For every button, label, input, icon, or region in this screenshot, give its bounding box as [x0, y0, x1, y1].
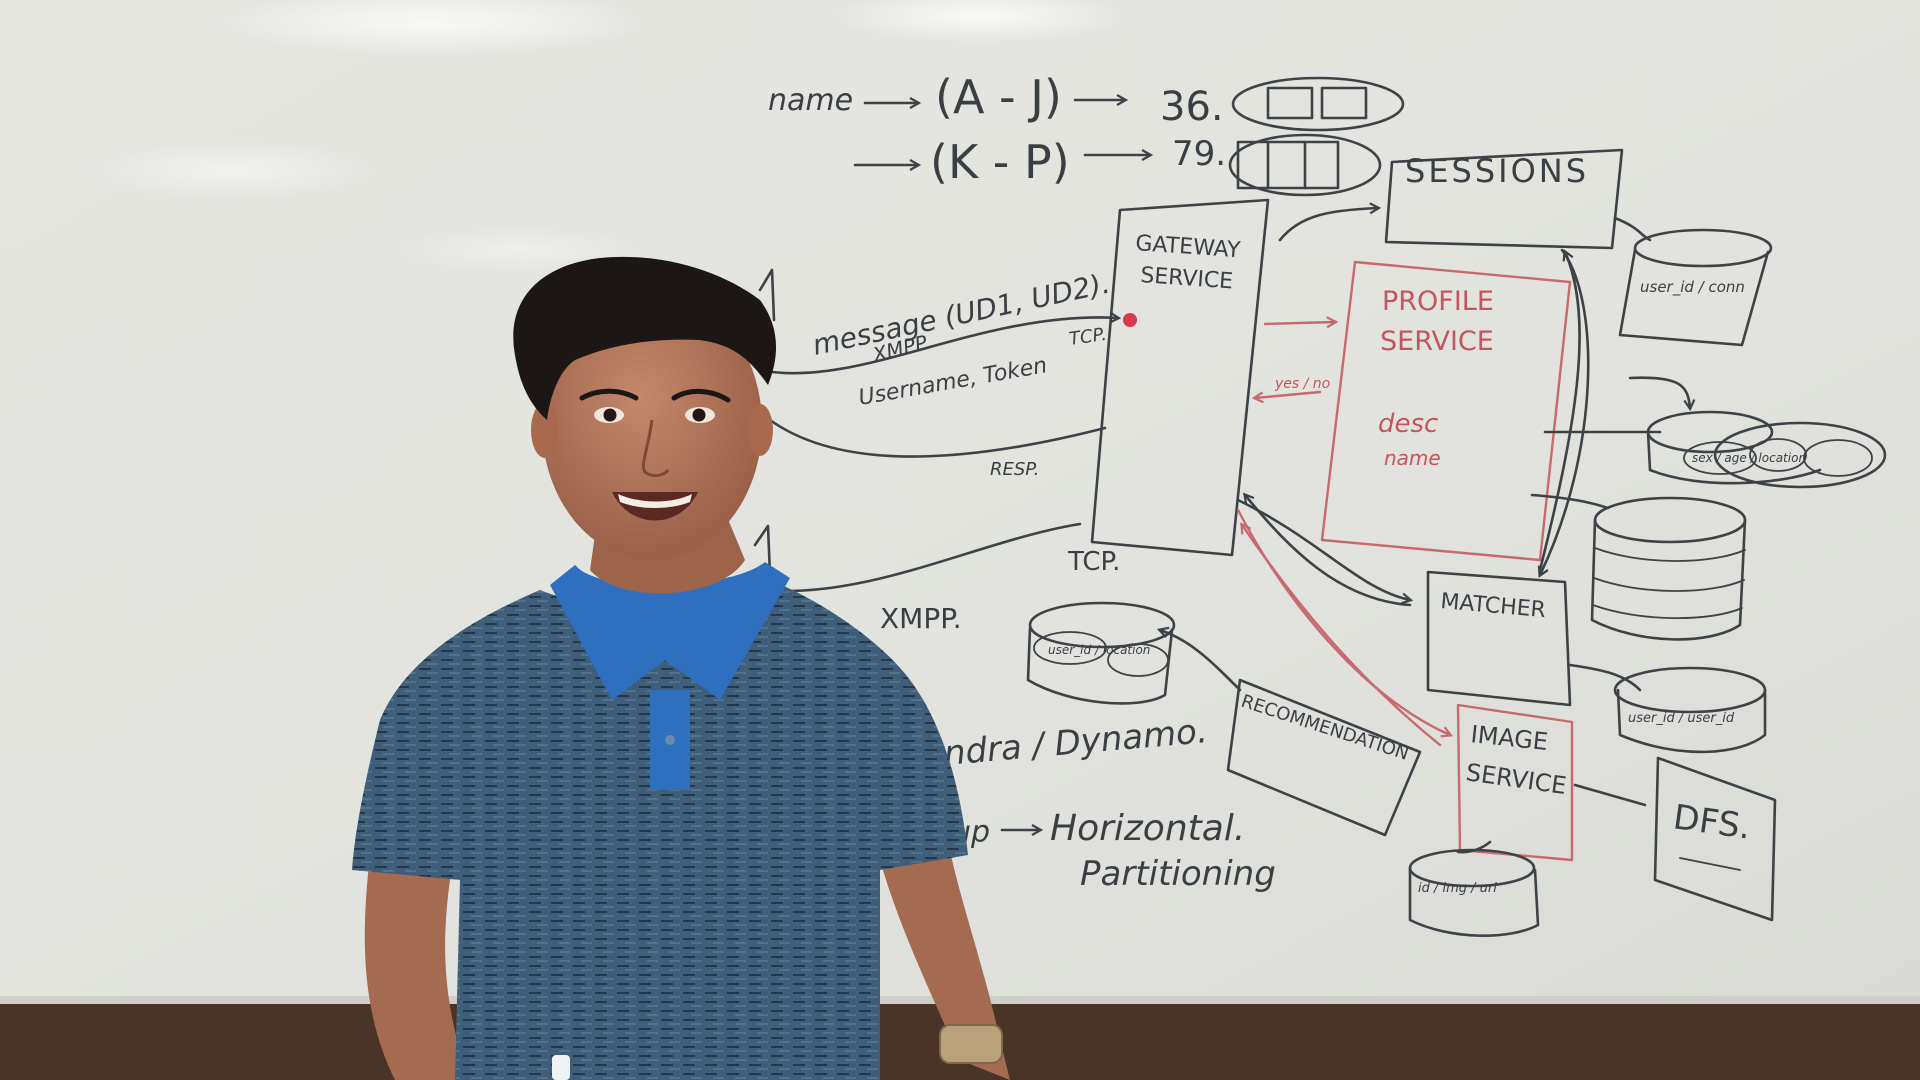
- nose: [641, 419, 670, 478]
- profile-db-label: sex / age / location: [1692, 451, 1806, 465]
- hair: [513, 256, 777, 420]
- left-arm: [364, 840, 470, 1080]
- rec-db-label: user_id / location: [1048, 643, 1150, 657]
- recommendation-database: user_id / location: [1026, 601, 1176, 705]
- profile-label-1: PROFILE: [1382, 286, 1494, 317]
- matcher-box: MATCHER: [1236, 495, 1572, 707]
- matcher-database: user_id / user_id: [1568, 663, 1767, 754]
- profile-database: sex / age / location: [1543, 376, 1887, 489]
- light-glare: [210, 0, 650, 56]
- tcp2-label: TCP.: [1067, 547, 1120, 577]
- image-database: id / img / url: [1408, 840, 1540, 937]
- name-routing: name (A - J) 36. (K - P) 79.: [768, 70, 1405, 197]
- ear: [747, 404, 773, 456]
- eyebrow: [579, 388, 639, 401]
- iris: [692, 408, 706, 422]
- sessions-database: user_id / conn: [1613, 216, 1773, 347]
- iris: [603, 408, 617, 422]
- shirt-button: [665, 735, 675, 745]
- range-aj: (A - J): [935, 70, 1062, 124]
- profile-service-box: PROFILE SERVICE desc name yes / no: [1255, 260, 1572, 562]
- eyebrow: [671, 389, 731, 403]
- teeth: [618, 494, 692, 508]
- name-label: name: [768, 83, 853, 118]
- marker-pen: [552, 1055, 570, 1080]
- tcp-label: TCP.: [1068, 324, 1108, 350]
- sessions-db-label: user_id / conn: [1640, 278, 1745, 297]
- profile-note-desc: desc: [1378, 409, 1438, 439]
- light-glare: [830, 0, 1130, 44]
- resp-label: RESP.: [990, 459, 1039, 480]
- xmpp2-label: XMPP.: [880, 602, 962, 635]
- storage-cylinder: [1530, 493, 1747, 641]
- range-kp: (K - P): [930, 135, 1070, 189]
- presenter: [352, 256, 1010, 1080]
- profile-reply-label: yes / no: [1274, 376, 1330, 392]
- red-marker-dot: [1123, 313, 1137, 327]
- image-db-label: id / img / url: [1418, 881, 1497, 896]
- horizontal-note: Horizontal.: [1050, 808, 1245, 849]
- collar: [550, 562, 790, 700]
- count-aj: 36.: [1160, 84, 1224, 130]
- ear: [531, 402, 559, 458]
- matcher-sessions-link: [1538, 252, 1581, 572]
- sessions-matcher-link: [1540, 248, 1590, 575]
- shirt: [352, 580, 968, 1080]
- profile-note-name: name: [1384, 446, 1441, 470]
- matcher-db-label: user_id / user_id: [1628, 711, 1735, 726]
- light-glare: [80, 140, 380, 200]
- profile-label-2: SERVICE: [1380, 326, 1494, 357]
- sessions-box: SESSIONS: [1278, 148, 1624, 250]
- dfs-box: DFS.: [1573, 756, 1777, 922]
- partitioning-note: Partitioning: [1080, 854, 1276, 894]
- wristwatch: [939, 1024, 1003, 1064]
- sessions-label: SESSIONS: [1405, 152, 1589, 190]
- right-arm: [880, 850, 1010, 1080]
- count-kp: 79.: [1172, 134, 1226, 174]
